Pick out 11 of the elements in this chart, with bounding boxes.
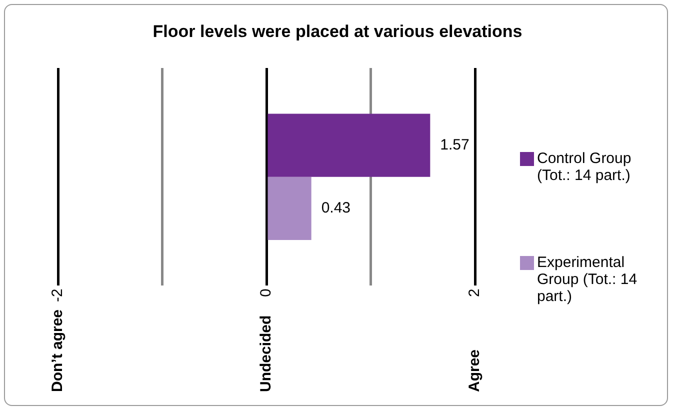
data-label: 0.43 <box>321 200 351 217</box>
x-tick-label: -2 <box>49 288 66 302</box>
data-label: 1.57 <box>440 136 470 154</box>
legend-label: Control Group (Tot.: 14 part.) <box>537 150 632 184</box>
text: Agree <box>466 349 484 392</box>
x-tick-label: 2 <box>466 288 484 298</box>
x-tick-label: 0 <box>258 288 275 298</box>
chart-title: Floor levels were placed at various elevations <box>152 22 524 42</box>
text: Undecided <box>258 315 275 392</box>
legend-label: Experimental Group (Tot.: 14 part.) <box>537 254 638 305</box>
text: Don’t agree <box>49 309 66 392</box>
